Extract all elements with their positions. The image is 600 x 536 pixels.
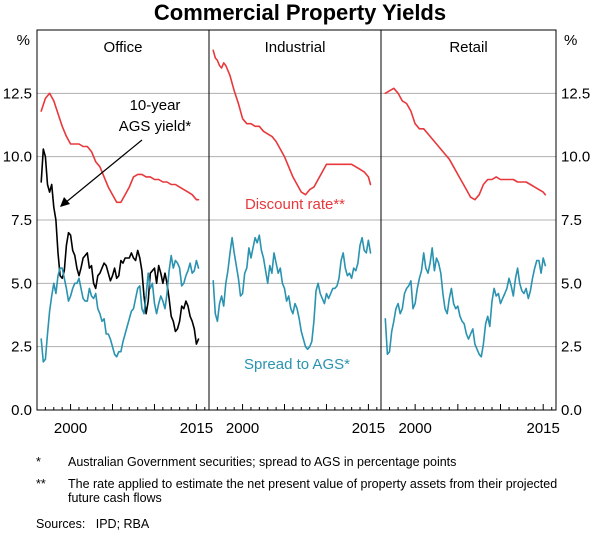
panel-title-retail: Retail bbox=[449, 39, 487, 56]
right-unit-label: % bbox=[564, 32, 577, 49]
y-tick-label-left: 7.5 bbox=[11, 212, 32, 229]
panel-title-office: Office bbox=[104, 39, 143, 56]
ags-yield-annotation-line1: 10-year bbox=[130, 97, 181, 114]
sources-text: Sources: IPD; RBA bbox=[36, 517, 150, 531]
x-tick-label: 2000 bbox=[398, 420, 431, 437]
y-tick-label-left: 5.0 bbox=[11, 275, 32, 292]
x-tick-label: 2015 bbox=[352, 420, 385, 437]
y-tick-label-right: 2.5 bbox=[561, 339, 582, 356]
y-tick-label-right: 0.0 bbox=[561, 402, 582, 419]
y-tick-label-left: 12.5 bbox=[3, 85, 32, 102]
spread-to-ags-annotation: Spread to AGS* bbox=[244, 356, 350, 373]
industrial-discount-rate-line bbox=[212, 49, 372, 196]
ags-yield-arrow-head bbox=[60, 197, 70, 207]
x-tick-label: 2015 bbox=[180, 420, 213, 437]
x-tick-label: 2015 bbox=[527, 420, 560, 437]
office-discount-rate-line bbox=[40, 92, 200, 204]
y-tick-label-right: 5.0 bbox=[561, 275, 582, 292]
y-tick-label-right: 7.5 bbox=[561, 212, 582, 229]
y-tick-label-right: 10.0 bbox=[561, 149, 590, 166]
y-tick-label-right: 12.5 bbox=[561, 85, 590, 102]
chart-title: Commercial Property Yields bbox=[154, 0, 446, 25]
footnote-marker: ** bbox=[36, 477, 46, 491]
discount-rate-annotation: Discount rate** bbox=[245, 196, 345, 213]
x-tick-label: 2000 bbox=[226, 420, 259, 437]
office-spread-to-ags-line bbox=[40, 254, 200, 363]
panel-title-industrial: Industrial bbox=[265, 39, 326, 56]
footnote-text: Australian Government securities; spread… bbox=[68, 455, 457, 469]
plot-border bbox=[36, 29, 557, 411]
retail-spread-to-ags-line bbox=[384, 247, 547, 358]
industrial-spread-to-ags-line bbox=[212, 234, 372, 351]
ags-yield-annotation-arrow bbox=[64, 139, 143, 204]
y-tick-label-left: 10.0 bbox=[3, 149, 32, 166]
y-tick-label-left: 0.0 bbox=[11, 402, 32, 419]
left-unit-label: % bbox=[17, 32, 30, 49]
series-lines bbox=[40, 49, 547, 363]
plot-frame bbox=[36, 29, 557, 411]
x-tick-label: 2000 bbox=[54, 420, 87, 437]
retail-discount-rate-line bbox=[384, 87, 547, 201]
grid-lines bbox=[37, 92, 556, 348]
y-tick-label-left: 2.5 bbox=[11, 339, 32, 356]
footnote-marker: * bbox=[36, 455, 41, 469]
axis-ticks: 0.0 0.0 2.5 2.5 5.0 5.0 7.5 7.5 10.0 10.0 12.5 12.5… bbox=[3, 39, 590, 437]
sources-note: Sources: IPD; RBA bbox=[36, 517, 149, 531]
ags-yield-annotation-line2: AGS yield* bbox=[119, 118, 192, 135]
office-10-year-ags-yield-line bbox=[40, 148, 200, 345]
footnote-text: The rate applied to estimate the net pre… bbox=[68, 477, 558, 505]
